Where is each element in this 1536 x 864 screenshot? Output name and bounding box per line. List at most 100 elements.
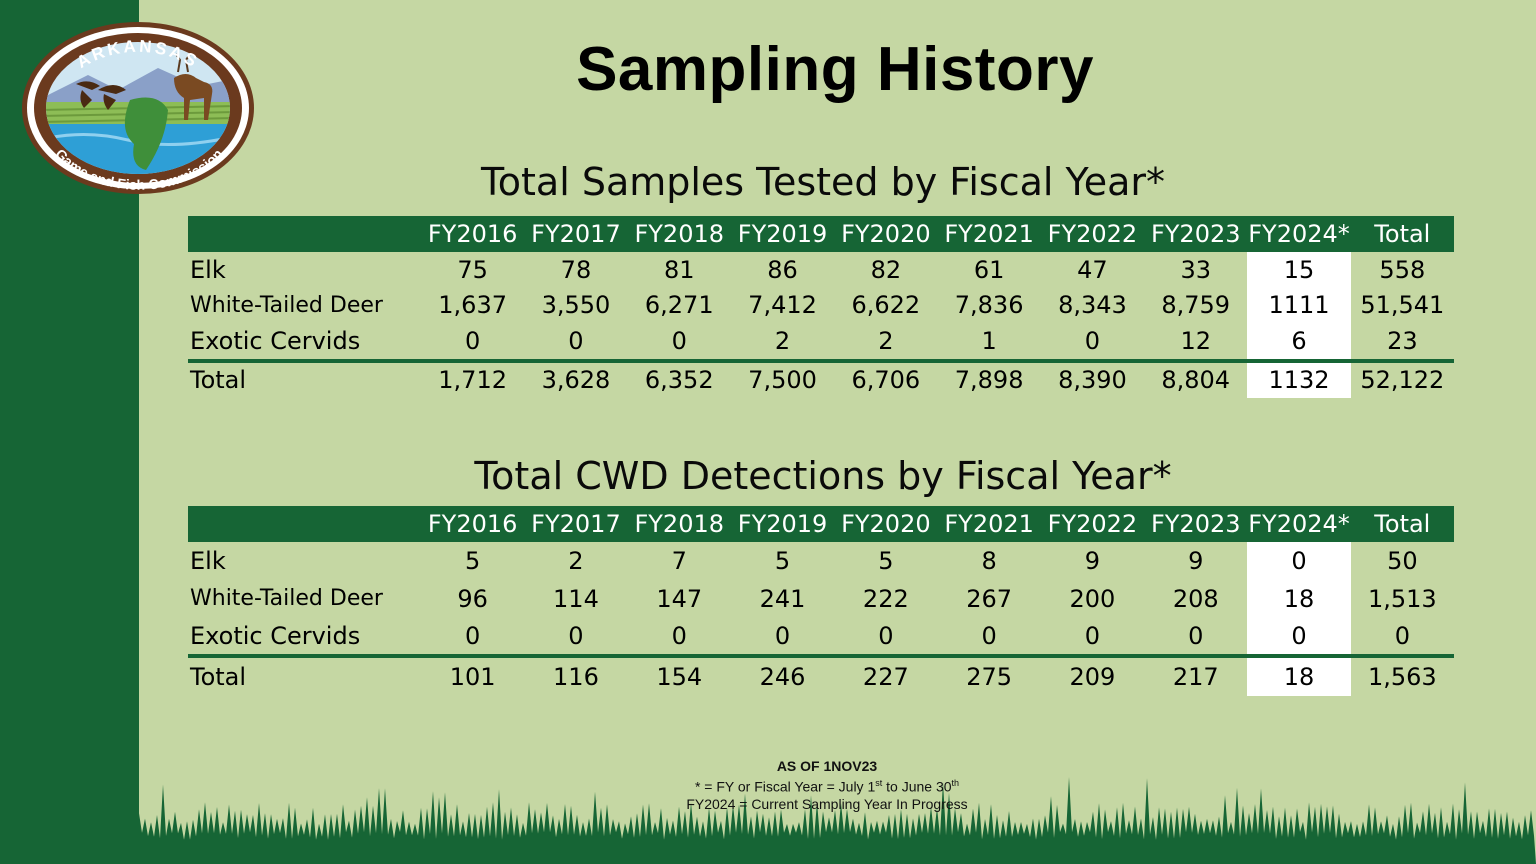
table-cell: 8,759	[1161, 291, 1231, 320]
header-row: FY2016 FY2017 FY2018 FY2019 FY2020 FY202…	[188, 216, 1454, 252]
column-header: FY2016	[421, 216, 525, 252]
table-cell: 227	[834, 654, 938, 696]
table-row: White-Tailed Deer 96 114 147 241 222 267…	[188, 580, 1454, 617]
column-header: FY2021	[937, 216, 1041, 252]
table-cell: 1,513	[1367, 584, 1437, 613]
table-cell: 0	[465, 621, 481, 650]
row-label: White-Tailed Deer	[190, 292, 383, 318]
table-cell: 200	[1069, 584, 1116, 613]
header-row: FY2016 FY2017 FY2018 FY2019 FY2020 FY202…	[188, 506, 1454, 542]
agfc-logo: ARKANSAS Game and Fish Commission	[22, 22, 254, 194]
table-cell: 51,541	[1360, 291, 1445, 320]
table-row: White-Tailed Deer 1,637 3,550 6,271 7,41…	[188, 287, 1454, 323]
table-cell: 7,412	[748, 291, 817, 320]
table-cell: 147	[656, 584, 703, 613]
table-cell: 8,804	[1144, 358, 1248, 398]
column-header: Total	[1350, 216, 1454, 252]
table-cell-highlight: 0	[1247, 542, 1351, 580]
table-cell: 0	[1394, 621, 1410, 650]
table-cell: 2	[568, 547, 584, 575]
table-cell: 7,500	[730, 358, 835, 398]
table-cell: 86	[767, 255, 798, 284]
table-cell: 9	[1188, 547, 1204, 575]
table-cell: 3,628	[524, 358, 628, 398]
table-cell: 7	[671, 547, 687, 575]
table-cell: 1,712	[421, 358, 525, 398]
grass-decoration	[139, 777, 1536, 864]
table-cell: 1,563	[1350, 654, 1454, 696]
column-header: FY2022	[1040, 216, 1145, 252]
column-header: FY2024*	[1247, 506, 1351, 542]
table-cell: 0	[465, 326, 481, 355]
table-cell-highlight: 1132	[1247, 358, 1351, 398]
table-cell-highlight: 1111	[1247, 287, 1351, 323]
table-cell: 5	[774, 547, 791, 575]
footnote: AS OF 1NOV23 * = FY or Fiscal Year = Jul…	[0, 758, 1536, 813]
table-cell: 0	[878, 621, 894, 650]
table-cell: 8,390	[1040, 358, 1145, 398]
table-cell: 0	[981, 621, 997, 650]
table-cell-highlight: 6	[1247, 323, 1351, 361]
column-header: FY2018	[627, 506, 731, 542]
row-label: Total	[188, 654, 421, 696]
table-cell: 78	[560, 255, 592, 284]
table-cell: 116	[524, 654, 628, 696]
table-cell: 0	[671, 621, 687, 650]
table-cell: 267	[966, 584, 1013, 613]
table-cell: 154	[627, 654, 731, 696]
table-cell: 3,550	[541, 291, 611, 320]
detections-table: FY2016 FY2017 FY2018 FY2019 FY2020 FY202…	[188, 506, 1454, 696]
table-row: Elk 75 78 81 86 82 61 47 33 15 558	[188, 252, 1454, 288]
table-cell: 2	[878, 326, 894, 355]
table-cell: 81	[663, 255, 695, 284]
header-blank	[188, 506, 421, 542]
table-cell: 241	[759, 584, 806, 613]
fy-definition-note: * = FY or Fiscal Year = July 1st to June…	[694, 778, 960, 795]
table-cell: 209	[1040, 654, 1145, 696]
row-label: Elk	[190, 255, 226, 284]
row-label: White-Tailed Deer	[190, 586, 383, 611]
column-header: FY2020	[834, 216, 938, 252]
table-cell-highlight: 18	[1247, 580, 1351, 617]
table-cell: 0	[568, 326, 584, 355]
table-cell: 23	[1387, 326, 1418, 355]
table-cell: 5	[465, 547, 481, 575]
table-cell: 114	[553, 584, 599, 613]
total-row: Total 101 116 154 246 227 275 209 217 18…	[188, 654, 1454, 696]
table-cell: 47	[1077, 255, 1108, 284]
table-cell: 6,622	[851, 291, 921, 320]
samples-table: FY2016 FY2017 FY2018 FY2019 FY2020 FY202…	[188, 216, 1454, 398]
table-cell: 1,637	[438, 291, 507, 320]
table-cell-highlight: 15	[1247, 252, 1351, 288]
column-header: FY2019	[730, 506, 835, 542]
column-header: FY2018	[627, 216, 731, 252]
table-cell: 82	[870, 255, 902, 284]
table-cell: 61	[973, 255, 1005, 284]
table-cell: 33	[1180, 255, 1211, 284]
column-header: Total	[1350, 506, 1454, 542]
table-cell: 2	[774, 326, 791, 355]
row-label: Exotic Cervids	[190, 326, 361, 355]
table-cell: 101	[421, 654, 525, 696]
table-cell: 558	[1379, 255, 1426, 284]
table-cell: 0	[568, 621, 584, 650]
current-year-note: FY2024 = Current Sampling Year In Progre…	[686, 795, 968, 812]
column-header: FY2017	[524, 506, 628, 542]
row-label: Total	[188, 358, 421, 398]
table-cell: 6,352	[627, 358, 731, 398]
table-cell: 0	[1188, 621, 1204, 650]
table-cell: 7,836	[954, 291, 1024, 320]
column-header: FY2020	[834, 506, 938, 542]
row-label: Elk	[190, 547, 226, 575]
table-cell: 96	[457, 584, 488, 613]
table-cell: 246	[730, 654, 835, 696]
table-cell: 6,271	[644, 291, 714, 320]
table-cell: 275	[937, 654, 1041, 696]
column-header: FY2019	[730, 216, 835, 252]
table-cell: 6,706	[834, 358, 938, 398]
column-header: FY2017	[524, 216, 628, 252]
row-label: Exotic Cervids	[190, 621, 361, 650]
as-of-note: AS OF 1NOV23	[776, 758, 878, 774]
column-header: FY2024*	[1247, 216, 1351, 252]
total-row: Total 1,712 3,628 6,352 7,500 6,706 7,89…	[188, 358, 1454, 398]
